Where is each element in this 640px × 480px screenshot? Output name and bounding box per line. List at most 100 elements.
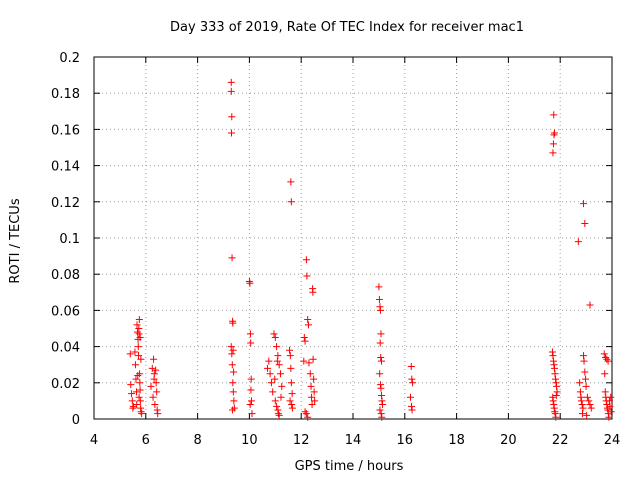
data-point (228, 113, 236, 121)
data-point (288, 401, 296, 409)
data-point (582, 382, 590, 390)
data-point (150, 355, 158, 363)
data-point (230, 368, 238, 376)
data-point (601, 370, 609, 378)
data-point (287, 178, 295, 186)
data-point (408, 375, 416, 383)
data-point (310, 388, 318, 396)
data-point (278, 382, 286, 390)
data-point (136, 397, 144, 405)
data-point (605, 397, 613, 405)
data-point (550, 111, 558, 119)
data-point (310, 375, 318, 383)
data-point (135, 315, 143, 323)
data-point (247, 397, 255, 405)
data-point (550, 361, 558, 369)
data-point (577, 397, 585, 405)
data-point (137, 408, 145, 416)
data-point (583, 411, 591, 419)
data-point (128, 390, 136, 398)
data-point (577, 393, 585, 401)
data-point (266, 370, 274, 378)
x-tick-label: 14 (345, 433, 362, 448)
data-point (553, 382, 561, 390)
data-point (132, 388, 140, 396)
data-point (583, 393, 591, 401)
data-point (152, 379, 160, 387)
data-point (227, 343, 235, 351)
chart-title: Day 333 of 2019, Rate Of TEC Index for r… (170, 20, 524, 35)
y-tick-label: 0.02 (51, 377, 80, 392)
data-point (304, 413, 312, 421)
data-point (578, 410, 586, 418)
data-point (378, 397, 386, 405)
data-point (309, 355, 317, 363)
data-point (229, 379, 237, 387)
data-point (552, 413, 560, 421)
data-point (553, 388, 561, 396)
data-point (551, 129, 559, 137)
data-point (603, 401, 611, 409)
data-point (301, 337, 309, 345)
data-point (302, 410, 310, 418)
y-tick-label: 0.14 (51, 160, 80, 175)
data-point (600, 350, 608, 358)
data-point (574, 238, 582, 246)
data-point (228, 361, 236, 369)
data-point (273, 402, 281, 410)
data-point (604, 357, 612, 365)
data-point (136, 334, 144, 342)
data-point (247, 375, 255, 383)
data-point (147, 382, 155, 390)
data-point (264, 364, 272, 372)
data-point (246, 401, 254, 409)
x-axis-label: GPS time / hours (295, 459, 404, 474)
data-point (246, 279, 254, 287)
data-point (378, 413, 386, 421)
data-point (277, 393, 285, 401)
data-point (551, 364, 559, 372)
data-point (376, 303, 384, 311)
data-point (228, 350, 236, 358)
y-tick-label: 0.2 (59, 51, 80, 66)
data-point (376, 306, 384, 314)
x-tick-label: 16 (397, 433, 414, 448)
data-point (308, 393, 316, 401)
data-point (305, 359, 313, 367)
data-point (247, 386, 255, 394)
data-point (550, 404, 558, 412)
data-point (408, 406, 416, 414)
data-point (307, 382, 315, 390)
data-point (151, 401, 159, 409)
data-point (586, 301, 594, 309)
data-point (149, 393, 157, 401)
data-point (576, 388, 584, 396)
data-point (248, 410, 256, 418)
data-point (308, 401, 316, 409)
data-point (581, 220, 589, 228)
data-point (135, 330, 143, 338)
data-point (286, 397, 294, 405)
data-point (129, 404, 137, 412)
data-point (133, 321, 141, 329)
data-point (311, 397, 319, 405)
data-point (408, 402, 416, 410)
x-tick-label: 20 (500, 433, 517, 448)
y-tick-label: 0.18 (51, 87, 80, 102)
data-point (287, 379, 295, 387)
data-point (271, 334, 279, 342)
data-point (582, 375, 590, 383)
data-point (602, 353, 610, 361)
data-point (274, 352, 282, 360)
data-point (551, 370, 559, 378)
data-point (286, 346, 294, 354)
data-point (274, 406, 282, 414)
data-point (579, 404, 587, 412)
data-point (407, 363, 415, 371)
y-tick-label: 0.12 (51, 196, 80, 211)
data-point (301, 408, 309, 416)
y-tick-label: 0 (72, 413, 80, 428)
data-point (126, 350, 134, 358)
data-point (549, 393, 557, 401)
